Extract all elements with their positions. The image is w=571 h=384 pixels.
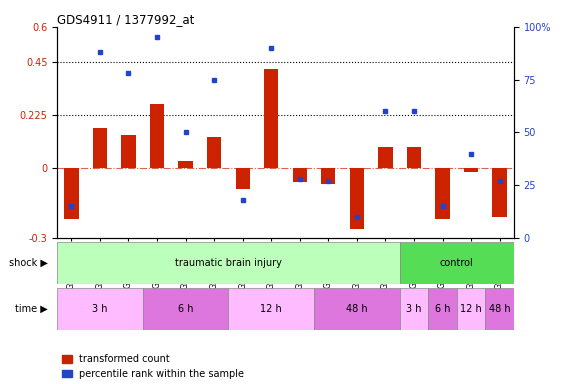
Text: 48 h: 48 h	[489, 304, 510, 314]
Text: 12 h: 12 h	[460, 304, 482, 314]
Bar	[321, 168, 335, 184]
Text: 6 h: 6 h	[435, 304, 451, 314]
Text: GDS4911 / 1377992_at: GDS4911 / 1377992_at	[57, 13, 195, 26]
Text: 12 h: 12 h	[260, 304, 282, 314]
Bar	[428, 288, 457, 330]
Bar	[464, 168, 478, 172]
Bar	[235, 168, 250, 189]
Bar	[228, 288, 314, 330]
Bar	[264, 69, 278, 168]
Bar	[457, 288, 485, 330]
Text: traumatic brain injury: traumatic brain injury	[175, 258, 282, 268]
Text: time ▶: time ▶	[15, 304, 48, 314]
Bar	[492, 168, 506, 217]
Text: 3 h: 3 h	[92, 304, 108, 314]
Bar	[292, 168, 307, 182]
Bar	[400, 242, 514, 284]
Bar	[57, 242, 400, 284]
Bar	[64, 168, 78, 219]
Text: 6 h: 6 h	[178, 304, 194, 314]
Bar	[435, 168, 450, 219]
Text: shock ▶: shock ▶	[9, 258, 48, 268]
Text: 48 h: 48 h	[346, 304, 368, 314]
Bar	[207, 137, 221, 168]
Bar	[314, 288, 400, 330]
Text: 3 h: 3 h	[406, 304, 422, 314]
Bar	[485, 288, 514, 330]
Bar	[121, 135, 135, 168]
Text: control: control	[440, 258, 474, 268]
Bar	[150, 104, 164, 168]
Bar	[407, 147, 421, 168]
Bar	[400, 288, 428, 330]
Bar	[378, 147, 392, 168]
Bar	[143, 288, 228, 330]
Bar	[93, 128, 107, 168]
Bar	[57, 288, 143, 330]
Bar	[349, 168, 364, 229]
Bar	[178, 161, 193, 168]
Legend: transformed count, percentile rank within the sample: transformed count, percentile rank withi…	[62, 354, 244, 379]
